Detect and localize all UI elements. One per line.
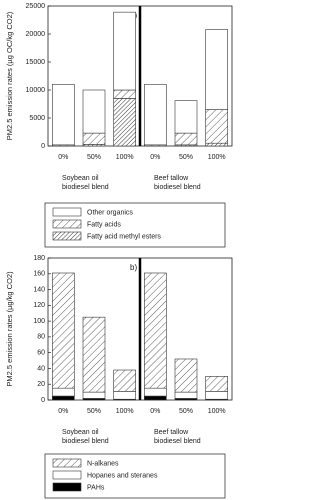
bar-segment xyxy=(144,272,167,389)
y-tick-label: 10000 xyxy=(26,87,46,94)
y-tick-label: 120 xyxy=(33,302,45,309)
bar-segment xyxy=(113,391,136,400)
bar-segment xyxy=(174,391,198,399)
group-label: Soybean oil xyxy=(62,429,99,436)
legend-label: PAHs xyxy=(87,484,105,491)
x-tick-label: 0% xyxy=(150,408,160,415)
y-axis-label: PM2.5 emission rates (µg OC/kg CO2) xyxy=(5,11,14,140)
bar-segment xyxy=(52,395,75,401)
legend-swatch xyxy=(52,470,82,480)
group-label: Beef tallow xyxy=(154,175,189,182)
y-tick-label: 180 xyxy=(33,255,45,262)
x-tick-label: 100% xyxy=(116,408,134,415)
y-tick-label: 140 xyxy=(33,286,45,293)
y-tick-label: 0 xyxy=(41,397,45,404)
y-tick-label: 25000 xyxy=(26,3,46,10)
legend-swatch xyxy=(52,482,82,492)
x-tick-label: 0% xyxy=(150,154,160,161)
bar-segment xyxy=(144,387,167,397)
y-tick-label: 160 xyxy=(33,271,45,278)
y-tick-label: 60 xyxy=(37,350,45,357)
y-tick-label: 100 xyxy=(33,318,45,325)
legend-label: N-alkanes xyxy=(87,460,119,467)
y-tick-label: 5000 xyxy=(29,115,45,122)
bar-segment xyxy=(174,100,198,134)
group-label: biodiesel blend xyxy=(154,184,201,191)
x-tick-label: 0% xyxy=(58,154,68,161)
bar-segment xyxy=(144,395,167,401)
bar-segment xyxy=(205,109,228,144)
group-label: Soybean oil xyxy=(62,175,99,182)
bar-segment xyxy=(174,132,198,146)
bar-segment xyxy=(174,358,198,393)
y-tick-label: 20 xyxy=(37,381,45,388)
bar-segment xyxy=(205,29,228,110)
bar-segment xyxy=(52,272,75,389)
x-tick-label: 50% xyxy=(179,408,193,415)
bar-segment xyxy=(52,84,75,146)
legend-label: Fatty acids xyxy=(87,221,121,228)
bar-segment xyxy=(113,11,136,91)
legend-label: Fatty acid methyl esters xyxy=(87,233,161,240)
figure: 0 5000 10000 15000 20000 25000 PM2.5 emission … xyxy=(5,3,233,499)
y-tick-label: 40 xyxy=(37,365,45,372)
legend-label: Other organics xyxy=(87,209,133,216)
group-label: Beef tallow xyxy=(154,429,189,436)
bar-segment xyxy=(205,376,228,392)
y-tick-label: 80 xyxy=(37,334,45,341)
legend-swatch xyxy=(52,207,82,217)
bar-segment xyxy=(52,387,75,397)
legend-swatch xyxy=(52,458,82,468)
legend-label: Hopanes and steranes xyxy=(87,472,158,479)
x-tick-label: 100% xyxy=(116,154,134,161)
x-tick-label: 0% xyxy=(58,408,68,415)
legend-swatch xyxy=(52,219,82,229)
group-label: biodiesel blend xyxy=(62,438,109,445)
legend-swatch xyxy=(52,231,82,241)
x-tick-label: 50% xyxy=(179,154,193,161)
x-tick-label: 100% xyxy=(208,408,226,415)
y-tick-label: 0 xyxy=(41,143,45,150)
bar-segment xyxy=(82,132,106,145)
panel-label: b) xyxy=(130,263,137,272)
y-tick-label: 15000 xyxy=(26,59,46,66)
bar-segment xyxy=(205,391,228,400)
bar-segment xyxy=(144,84,167,146)
bar-segment xyxy=(113,369,136,392)
bar-segment xyxy=(82,89,106,134)
y-tick-label: 20000 xyxy=(26,31,46,38)
bar-segment xyxy=(82,316,106,393)
bar-segment xyxy=(82,391,106,399)
bar-segment xyxy=(205,142,228,147)
bar-segment xyxy=(113,89,136,99)
x-tick-label: 100% xyxy=(208,154,226,161)
bar-segment xyxy=(113,98,136,147)
x-tick-label: 50% xyxy=(87,154,101,161)
group-label: biodiesel blend xyxy=(154,438,201,445)
x-tick-label: 50% xyxy=(87,408,101,415)
group-label: biodiesel blend xyxy=(62,184,109,191)
y-axis-label: PM2.5 emission rates (µg/kg CO2) xyxy=(5,271,14,387)
